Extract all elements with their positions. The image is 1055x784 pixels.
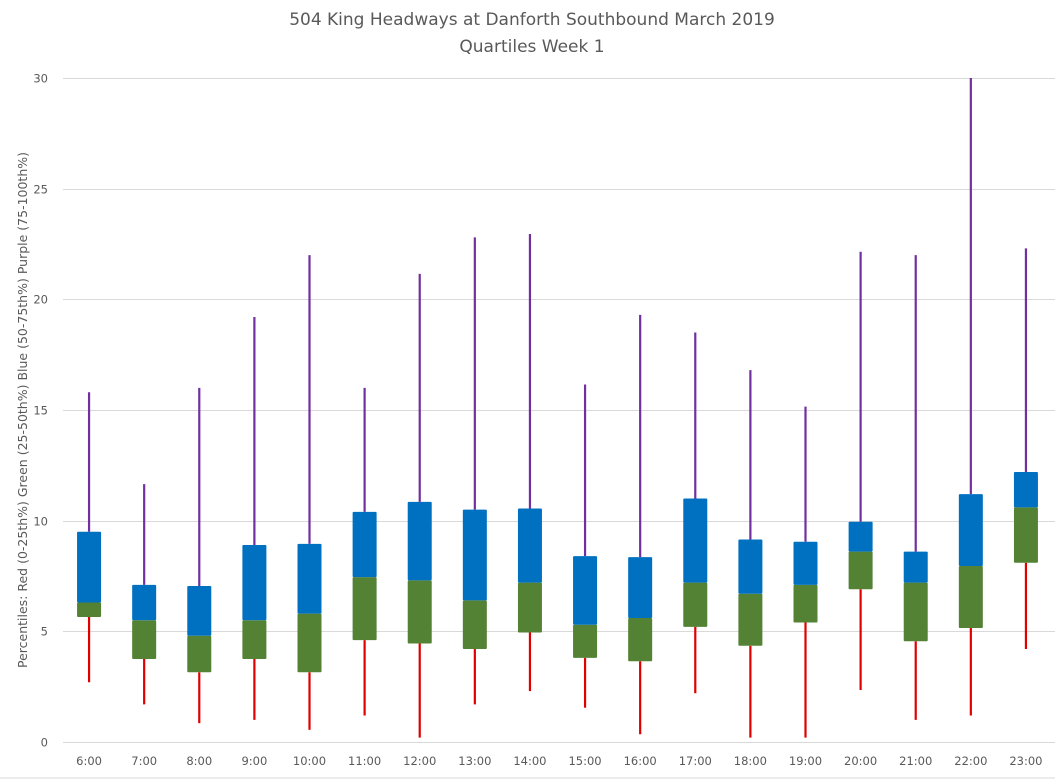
x-tick-label: 20:00	[844, 754, 877, 768]
upper-box	[462, 509, 487, 601]
box-900	[242, 317, 267, 720]
box-1600	[628, 314, 653, 735]
x-tick-label: 11:00	[348, 754, 381, 768]
lower-box	[793, 584, 818, 623]
chart-subtitle: Quartiles Week 1	[459, 37, 604, 57]
box-600	[77, 392, 102, 683]
box-2100	[903, 255, 928, 720]
box-800	[187, 387, 212, 724]
y-tick-labels: 0 5 10 15 20 25 30	[33, 72, 48, 750]
upper-box	[738, 539, 763, 594]
upper-box	[848, 521, 873, 552]
box-1000	[297, 255, 322, 730]
x-tick-label: 21:00	[899, 754, 932, 768]
x-tick-label: 8:00	[186, 754, 212, 768]
upper-box	[958, 494, 983, 567]
upper-box	[903, 551, 928, 583]
lower-box	[297, 613, 322, 673]
lower-box	[1013, 507, 1038, 563]
lower-box	[187, 635, 212, 673]
upper-box	[1013, 471, 1038, 508]
lower-box	[628, 618, 653, 662]
box-series	[77, 78, 1038, 738]
box-1500	[573, 384, 598, 708]
lower-box	[848, 551, 873, 590]
upper-box	[793, 541, 818, 585]
lower-box	[352, 577, 377, 641]
x-tick-labels: 6:00 7:00 8:00 9:00 10:00 11:00 12:00 13:00 14:0…	[76, 754, 1042, 768]
upper-box	[352, 511, 377, 578]
box-1100	[352, 387, 377, 716]
lower-box	[407, 580, 432, 644]
gridlines	[63, 78, 1055, 743]
box-1400	[517, 234, 542, 692]
y-tick-label: 0	[41, 736, 48, 750]
x-tick-label: 9:00	[241, 754, 267, 768]
x-tick-label: 23:00	[1009, 754, 1042, 768]
x-tick-label: 22:00	[954, 754, 987, 768]
lower-box	[903, 582, 928, 642]
box-700	[132, 484, 157, 705]
lower-box	[573, 624, 598, 658]
lower-box	[462, 600, 487, 650]
upper-box	[132, 584, 157, 621]
lower-box	[517, 582, 542, 633]
x-tick-label: 15:00	[568, 754, 601, 768]
x-tick-label: 18:00	[734, 754, 767, 768]
x-tick-label: 7:00	[131, 754, 157, 768]
x-tick-label: 13:00	[458, 754, 491, 768]
y-tick-label: 5	[41, 625, 48, 639]
lower-box	[242, 620, 267, 659]
box-1800	[738, 370, 763, 738]
x-tick-label: 12:00	[403, 754, 436, 768]
chart-title: 504 King Headways at Danforth Southbound…	[289, 10, 775, 30]
upper-box	[628, 557, 653, 619]
box-2300	[1013, 248, 1038, 650]
upper-box	[77, 531, 102, 603]
box-1200	[407, 273, 432, 738]
y-tick-label: 30	[33, 72, 48, 86]
box-1300	[462, 237, 487, 705]
lower-box	[132, 620, 157, 659]
y-tick-label: 25	[33, 183, 48, 197]
box-1900	[793, 406, 818, 738]
box-1700	[683, 332, 708, 694]
x-tick-label: 17:00	[679, 754, 712, 768]
upper-box	[573, 556, 598, 625]
y-axis-label: Percentiles: Red (0-25th%) Green (25-50t…	[15, 152, 30, 668]
box-2200	[958, 78, 983, 716]
upper-box	[407, 501, 432, 581]
lower-box	[958, 566, 983, 629]
y-tick-label: 15	[33, 404, 48, 418]
x-tick-label: 6:00	[76, 754, 102, 768]
y-tick-label: 10	[33, 515, 48, 529]
upper-box	[517, 508, 542, 583]
box-2000	[848, 251, 873, 690]
upper-box	[297, 543, 322, 614]
x-tick-label: 14:00	[513, 754, 546, 768]
x-tick-label: 10:00	[293, 754, 326, 768]
x-tick-label: 19:00	[789, 754, 822, 768]
upper-box	[242, 545, 267, 621]
y-tick-label: 20	[33, 293, 48, 307]
lower-box	[683, 582, 708, 627]
upper-box	[683, 498, 708, 583]
lower-box	[738, 593, 763, 646]
upper-box	[187, 585, 212, 636]
lower-box	[77, 602, 102, 617]
x-tick-label: 16:00	[624, 754, 657, 768]
